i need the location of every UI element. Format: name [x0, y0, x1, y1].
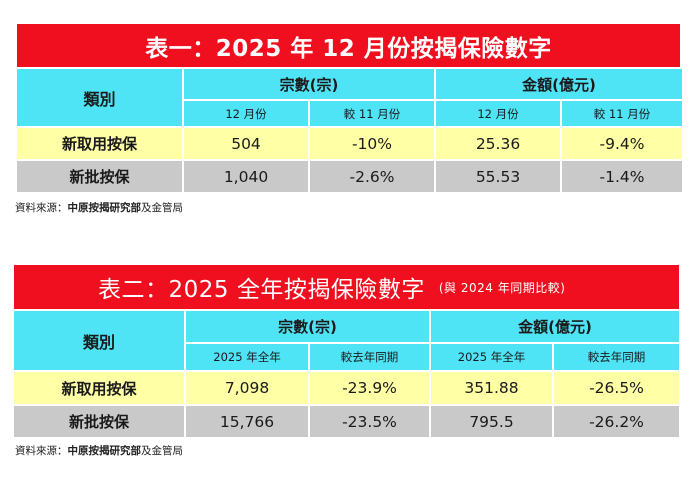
- table-2: 表二：2025 全年按揭保險數字 (與 2024 年同期比較) 類別 宗數(宗)…: [14, 265, 679, 437]
- sub-header: 2025 年全年: [186, 344, 308, 370]
- table-cell: 795.5: [431, 406, 552, 437]
- table-2-title-bar: 表二：2025 全年按揭保險數字 (與 2024 年同期比較): [14, 265, 679, 309]
- row-label-new-drawdown: 新取用按保: [17, 128, 182, 159]
- table-cell: 351.88: [431, 372, 552, 404]
- sub-header: 2025 年全年: [431, 344, 552, 370]
- row-label-new-approval: 新批按保: [17, 161, 182, 192]
- table-cell: -26.5%: [554, 372, 679, 404]
- category-header: 類別: [17, 69, 182, 126]
- source-prefix: 資料來源：: [15, 202, 68, 214]
- table-2-title-note: (與 2024 年同期比較): [438, 280, 566, 295]
- table-cell: 504: [184, 128, 308, 159]
- table-cell: 55.53: [436, 161, 560, 192]
- table-cell: -23.9%: [310, 372, 429, 404]
- table-1-grid: 類別 宗數(宗) 金額(億元) 12 月份 較 11 月份 12 月份 較 11…: [17, 69, 682, 192]
- table-cell: -9.4%: [562, 128, 682, 159]
- table-2-grid: 類別 宗數(宗) 金額(億元) 2025 年全年 較去年同期 2025 年全年 …: [14, 311, 679, 437]
- source-note-1: 資料來源：中原按揭研究部及金管局: [15, 200, 183, 215]
- table-1-title: 表一：2025 年 12 月份按揭保險數字: [17, 24, 680, 67]
- table-cell: -10%: [310, 128, 434, 159]
- sub-header: 較去年同期: [554, 344, 679, 370]
- table-cell: 25.36: [436, 128, 560, 159]
- source-note-2: 資料來源：中原按揭研究部及金管局: [15, 443, 183, 458]
- source-suffix: 及金管局: [141, 202, 183, 214]
- sub-header: 12 月份: [184, 101, 308, 126]
- table-cell: 7,098: [186, 372, 308, 404]
- table-cell: 1,040: [184, 161, 308, 192]
- source-bold: 中原按揭研究部: [67, 445, 142, 457]
- amount-group-header: 金額(億元): [436, 69, 682, 99]
- sub-header: 12 月份: [436, 101, 560, 126]
- sub-header: 較 11 月份: [310, 101, 434, 126]
- sub-header: 較去年同期: [310, 344, 429, 370]
- count-group-header: 宗數(宗): [184, 69, 434, 99]
- source-prefix: 資料來源：: [15, 445, 68, 457]
- sub-header: 較 11 月份: [562, 101, 682, 126]
- row-label-new-drawdown: 新取用按保: [14, 372, 184, 404]
- count-group-header: 宗數(宗): [186, 311, 429, 342]
- amount-group-header: 金額(億元): [431, 311, 679, 342]
- source-suffix: 及金管局: [141, 445, 183, 457]
- table-cell: -23.5%: [310, 406, 429, 437]
- table-cell: -26.2%: [554, 406, 679, 437]
- table-cell: -1.4%: [562, 161, 682, 192]
- row-label-new-approval: 新批按保: [14, 406, 184, 437]
- table-cell: -2.6%: [310, 161, 434, 192]
- source-bold: 中原按揭研究部: [67, 202, 142, 214]
- table-1: 表一：2025 年 12 月份按揭保險數字 類別 宗數(宗) 金額(億元) 12…: [17, 24, 682, 192]
- table-2-title: 表二：2025 全年按揭保險數字: [98, 277, 425, 303]
- category-header: 類別: [14, 311, 184, 370]
- table-cell: 15,766: [186, 406, 308, 437]
